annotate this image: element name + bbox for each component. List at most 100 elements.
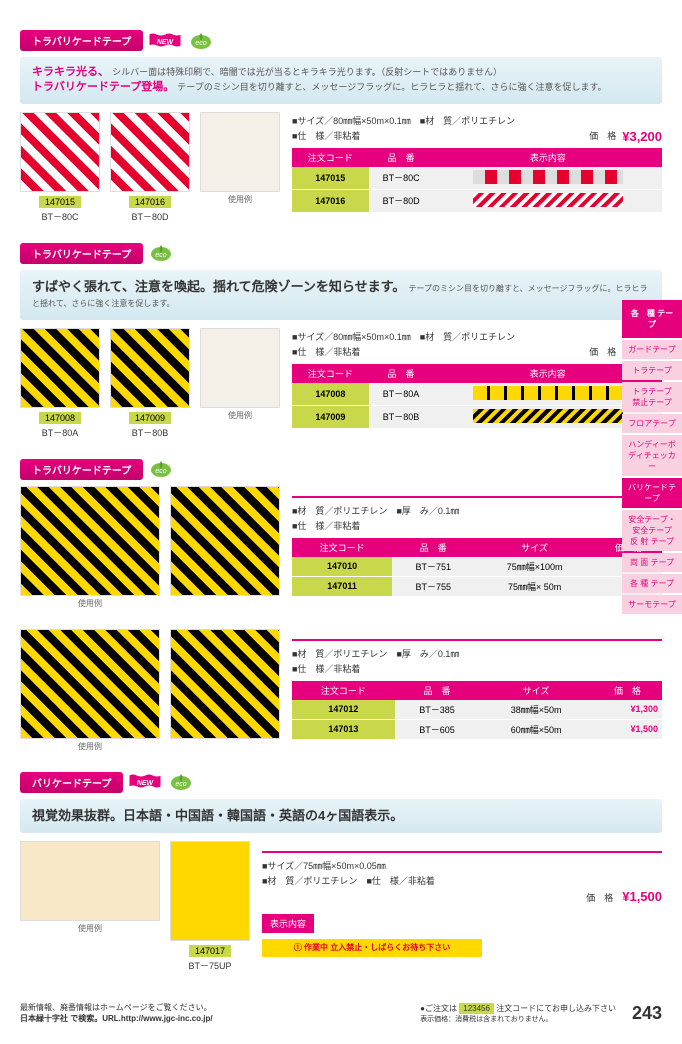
- spec-finish: ■仕 様／非粘着: [366, 876, 434, 886]
- th-model: 品 番: [369, 148, 434, 167]
- page-number: 243: [632, 1003, 662, 1024]
- section-title-tag: トラバリケードテープ: [20, 30, 143, 51]
- new-icon: NEW: [147, 32, 183, 50]
- spec-finish: ■仕 様／非粘着: [292, 521, 360, 531]
- tax-note: 表示価格：消費税は含まれておりません。: [420, 1016, 552, 1023]
- product-name: BT－75UP: [170, 959, 250, 972]
- usage-image: [200, 112, 280, 192]
- product-name: BT－80B: [110, 426, 190, 439]
- product-image: [170, 841, 250, 941]
- banner-sub-2: テープのミシン目を切り離すと、メッセージフラッグに。ヒラヒラと揺れて、さらに強く…: [177, 82, 606, 92]
- banner: キラキラ光る、 シルバー面は特殊印刷で、暗闇では光が当るとキラキラ光ります。（反…: [20, 57, 662, 104]
- svg-text:eco: eco: [196, 40, 207, 47]
- product-code: 147015: [39, 196, 81, 208]
- spec-thickness: ■厚 み／0.1㎜: [396, 649, 459, 659]
- product-code: 147009: [129, 412, 171, 424]
- usage-image: [200, 328, 280, 408]
- spec-thickness: ■厚 み／0.1㎜: [396, 506, 459, 516]
- product-name: BT－80C: [20, 210, 100, 223]
- side-tab-item[interactable]: サーモテープ: [622, 595, 682, 614]
- side-tab-item[interactable]: ハンディーボディチェッカー: [622, 435, 682, 476]
- svg-text:NEW: NEW: [137, 780, 155, 787]
- cell-sample: [434, 189, 662, 212]
- price-label: 価 格: [589, 129, 616, 142]
- side-tabs: 各 種 テープ ガードテープ トラテープ トラテープ 禁止テープ フロアテープ …: [622, 300, 682, 614]
- spec-material: ■材 質／ポリエチレン: [292, 506, 387, 516]
- cell-code: 147016: [292, 189, 369, 212]
- new-icon: NEW: [127, 773, 163, 791]
- spec-table: 注文コード品 番表示内容 147015BT－80C 147016BT－80D: [292, 148, 662, 213]
- usage-label: 使用例: [20, 598, 160, 609]
- section-title-tag: トラバリケードテープ: [20, 243, 143, 264]
- th-display: 表示内容: [434, 148, 662, 167]
- eco-icon: eco: [167, 772, 195, 792]
- spec-material: ■材 質／ポリエチレン: [262, 876, 357, 886]
- banner-title-2: トラバリケードテープ登場。: [32, 81, 174, 93]
- order-code: 123456: [459, 1003, 494, 1014]
- banner-title-1: キラキラ光る、: [32, 66, 109, 78]
- cell-sample: [434, 167, 662, 190]
- spec-material: ■材 質／ポリエチレン: [420, 116, 515, 126]
- section-2: トラバリケードテープ eco すばやく張れて、注意を喚起。揺れて危険ゾーンを知ら…: [20, 243, 662, 439]
- section-3: トラバリケードテープ eco 使用例 ■材 質／ポリエチレン ■厚 み／0.1㎜…: [20, 459, 662, 609]
- spec-finish: ■仕 様／非粘着: [292, 664, 360, 674]
- svg-text:eco: eco: [176, 781, 187, 788]
- price-label: 価 格: [586, 893, 613, 903]
- usage-label: 使用例: [20, 741, 160, 752]
- side-tab-item[interactable]: 両 面 テープ: [622, 553, 682, 572]
- product-image: [170, 629, 280, 739]
- cell-model: BT－80D: [369, 189, 434, 212]
- usage-image: [20, 629, 160, 739]
- spec-material: ■材 質／ポリエチレン: [420, 332, 515, 342]
- footer-line2: 日本緑十字社 で検索。URL.http://www.jgc-inc.co.jp/: [20, 1013, 213, 1024]
- section-4: 使用例 ■材 質／ポリエチレン ■厚 み／0.1㎜ ■仕 様／非粘着 注文コード…: [20, 629, 662, 752]
- usage-label: 使用例: [200, 194, 280, 205]
- eco-icon: eco: [147, 243, 175, 263]
- spec-size: ■サイズ／80㎜幅×50m×0.1㎜: [292, 116, 411, 126]
- svg-text:eco: eco: [156, 468, 167, 475]
- side-tab-item[interactable]: 安全テープ・安全テープ 反 射 テープ: [622, 510, 682, 551]
- display-sample: ① 作業中 立入禁止・しばらくお待ち下さい: [262, 939, 482, 957]
- spec-finish: ■仕 様／非粘着: [292, 347, 360, 357]
- side-tab-header[interactable]: 各 種 テープ: [622, 300, 682, 338]
- display-content-label: 表示内容: [262, 914, 314, 933]
- footer-line1: 最新情報、廃番情報はホームページをご覧ください。: [20, 1002, 213, 1013]
- product-item: 147016 BT－80D: [110, 112, 190, 223]
- side-tab-item[interactable]: ガードテープ: [622, 340, 682, 359]
- spec-size: ■サイズ／80㎜幅×50m×0.1㎜: [292, 332, 411, 342]
- side-tab-item[interactable]: トラテープ: [622, 361, 682, 380]
- eco-icon: eco: [147, 459, 175, 479]
- spec-table: 注文コード品 番サイズ価 格 147012BT－38538㎜幅×50m¥1,30…: [292, 681, 662, 740]
- section-header: トラバリケードテープ NEW eco: [20, 30, 662, 51]
- side-tab-item[interactable]: フロアテープ: [622, 414, 682, 433]
- usage-label: 使用例: [200, 410, 280, 421]
- product-image: [170, 486, 280, 596]
- product-code: 147016: [129, 196, 171, 208]
- price: ¥3,200: [622, 129, 662, 144]
- section-title-tag: バリケードテープ: [20, 772, 123, 793]
- product-code: 147008: [39, 412, 81, 424]
- order-text-2: 注文コードにてお申し込み下さい: [496, 1004, 616, 1013]
- spec-table: 注文コード品 番サイズ価 格 147010BT－75175㎜幅×100m¥3,2…: [292, 538, 662, 597]
- usage-example: 使用例: [200, 112, 280, 223]
- usage-image: [20, 486, 160, 596]
- side-tab-item[interactable]: トラテープ 禁止テープ: [622, 382, 682, 412]
- banner-main: すばやく張れて、注意を喚起。揺れて危険ゾーンを知らせます。: [32, 279, 405, 294]
- spec-finish: ■仕 様／非粘着: [292, 131, 360, 141]
- usage-label: 使用例: [20, 923, 160, 934]
- order-text: ●ご注文は: [420, 1004, 457, 1013]
- th-code: 注文コード: [292, 148, 369, 167]
- page-footer: 最新情報、廃番情報はホームページをご覧ください。 日本緑十字社 で検索。URL.…: [20, 992, 662, 1024]
- side-tab-item[interactable]: 各 種 テープ: [622, 574, 682, 593]
- banner-sub-1: シルバー面は特殊印刷で、暗闇では光が当るとキラキラ光ります。（反射シートではあり…: [112, 67, 502, 77]
- side-tab-item-active[interactable]: バリケードテープ: [622, 478, 682, 508]
- product-image: [110, 112, 190, 192]
- cell-code: 147015: [292, 167, 369, 190]
- product-image: [20, 112, 100, 192]
- section-title-tag: トラバリケードテープ: [20, 459, 143, 480]
- spec-table: 注文コード品 番表示内容 147008BT－80A 147009BT－80B: [292, 364, 662, 429]
- usage-image: [20, 841, 160, 921]
- banner-main: 視覚効果抜群。日本語・中国語・韓国語・英語の4ヶ国語表示。: [32, 808, 403, 823]
- svg-text:NEW: NEW: [157, 39, 175, 46]
- product-name: BT－80A: [20, 426, 100, 439]
